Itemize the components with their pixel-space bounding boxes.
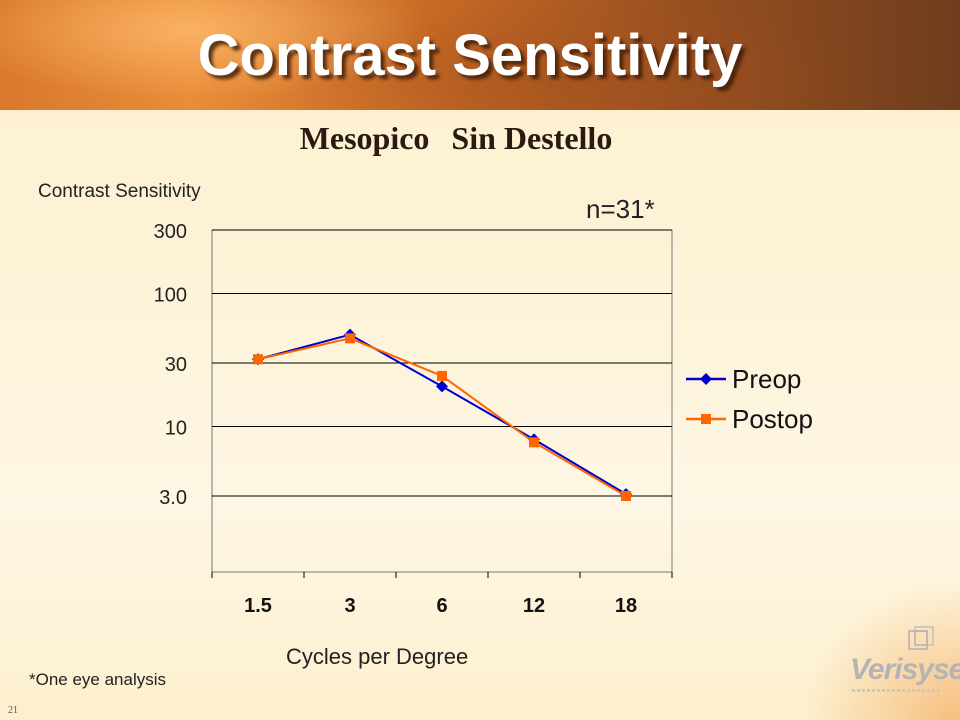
data-point-preop bbox=[436, 380, 448, 393]
x-tick-label: 6 bbox=[436, 595, 447, 617]
legend-marker-preop bbox=[700, 373, 712, 385]
x-tick-label: 1.5 bbox=[244, 595, 272, 617]
data-point-postop bbox=[437, 370, 447, 381]
data-point-postop bbox=[253, 354, 263, 365]
series-line-postop bbox=[257, 337, 627, 497]
x-tick-label: 18 bbox=[615, 595, 637, 617]
subtitle-glare: Sin Destello bbox=[451, 120, 613, 156]
y-axis-title: Contrast Sensitivity bbox=[38, 181, 201, 202]
y-tick-label: 300 bbox=[154, 221, 187, 243]
x-tick-label: 3 bbox=[344, 595, 355, 617]
data-point-postop bbox=[621, 491, 631, 501]
legend-label-preop: Preop bbox=[732, 364, 801, 394]
legend-label-postop: Postop bbox=[732, 404, 813, 434]
footnote: *One eye analysis bbox=[29, 670, 167, 689]
y-tick-label: 30 bbox=[165, 354, 187, 376]
chart-subtitle: Mesopico Sin Destello bbox=[0, 120, 912, 157]
subtitle-condition: Mesopico bbox=[299, 120, 430, 156]
legend-marker-postop bbox=[701, 414, 711, 424]
slide-title: Contrast Sensitivity bbox=[197, 23, 743, 88]
corner-decoration bbox=[800, 580, 960, 720]
x-tick-label: 12 bbox=[523, 595, 545, 617]
y-tick-label: 100 bbox=[154, 284, 187, 306]
logo-mark-icon bbox=[908, 626, 934, 650]
y-tick-label: 3.0 bbox=[159, 487, 187, 509]
x-axis-title: Cycles per Degree bbox=[286, 644, 469, 669]
data-point-postop bbox=[529, 437, 539, 448]
data-point-postop bbox=[345, 333, 355, 344]
plot-area bbox=[211, 229, 673, 573]
series-line-preop bbox=[257, 333, 627, 495]
brand-logo: Verisyse bbox=[850, 653, 960, 686]
y-tick-label: 10 bbox=[165, 417, 187, 439]
title-banner bbox=[0, 0, 960, 110]
page-number: 21 bbox=[8, 705, 18, 716]
logo-tagline bbox=[852, 689, 942, 692]
sample-size-annotation: n=31* bbox=[586, 194, 655, 224]
